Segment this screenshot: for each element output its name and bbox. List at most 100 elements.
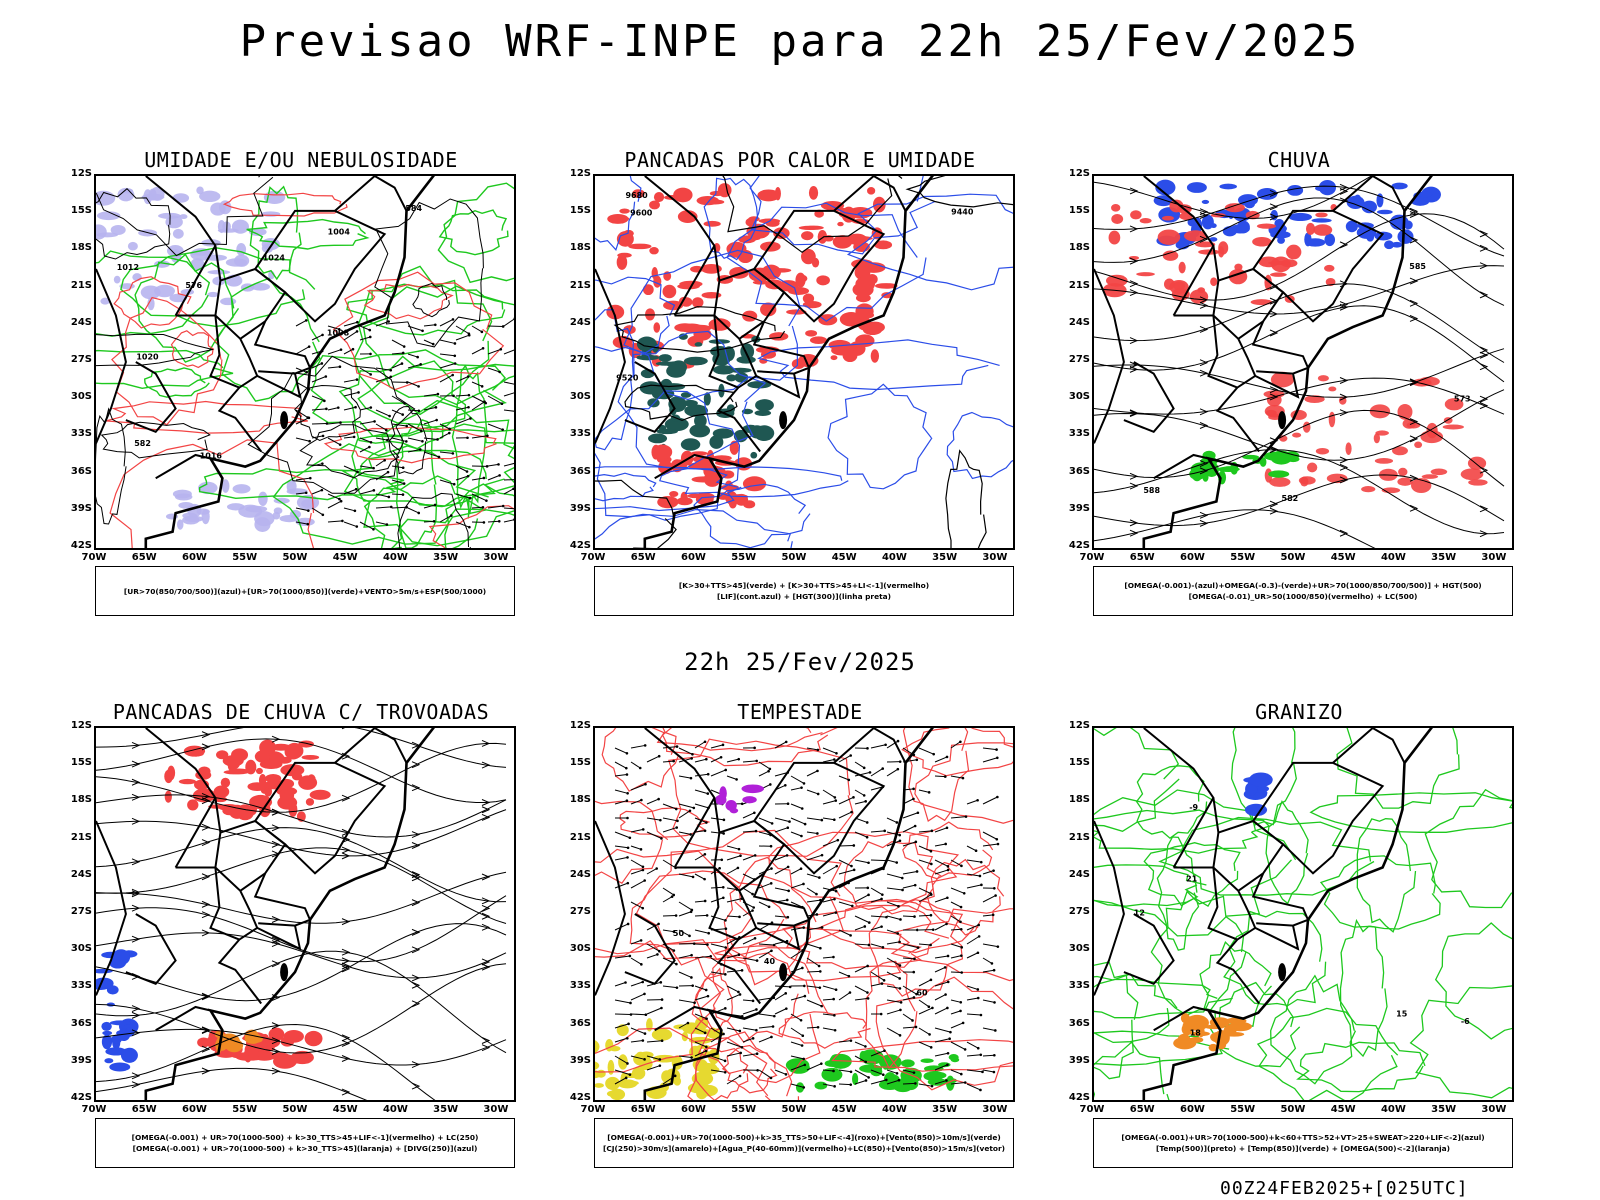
lat-tick-label: 24S bbox=[70, 316, 92, 328]
omega-red-field bbox=[1398, 467, 1408, 477]
wind-vector-head bbox=[693, 1001, 696, 1004]
wind-vector bbox=[662, 887, 675, 896]
wind-vector-head bbox=[657, 754, 661, 758]
instability-green-field bbox=[680, 392, 692, 398]
lon-tick-label: 40W bbox=[1380, 552, 1406, 563]
wind-vector bbox=[806, 985, 820, 989]
streamline-arrow bbox=[1199, 359, 1209, 367]
humidity-1000-contour bbox=[310, 349, 507, 438]
wind-vector-head bbox=[721, 743, 725, 747]
wind-vector bbox=[295, 521, 308, 525]
wind-vector bbox=[327, 422, 341, 425]
omega-red-field bbox=[1136, 272, 1155, 277]
precipitable-water-contour bbox=[668, 738, 854, 857]
wind-vector-head bbox=[707, 931, 710, 935]
wind-vector-head bbox=[305, 370, 308, 374]
wind-vector-head bbox=[864, 1045, 867, 1048]
wind-vector-head bbox=[643, 992, 646, 996]
wind-vector bbox=[758, 831, 771, 836]
wind-vector-head bbox=[866, 886, 870, 890]
wind850-green-field bbox=[943, 1077, 957, 1084]
wind-vector bbox=[710, 831, 724, 834]
wind-vector-head bbox=[431, 342, 435, 346]
wind-vector-head bbox=[658, 1064, 662, 1067]
wind-vector bbox=[918, 747, 934, 755]
wind-vector bbox=[758, 1036, 772, 1043]
jet-yellow-field bbox=[646, 1018, 653, 1032]
lif-contour bbox=[595, 508, 793, 548]
contour-label: -9 bbox=[1189, 803, 1198, 812]
lat-tick-label: 21S bbox=[569, 831, 591, 843]
state-border bbox=[155, 453, 211, 480]
wind-vector bbox=[391, 339, 405, 347]
wind-vector-head bbox=[692, 942, 696, 945]
lat-tick-label: 39S bbox=[569, 1054, 591, 1066]
legend-line: [CJ(250)>30m/s](amarelo)+[Agua_P(40-60mm… bbox=[603, 1144, 1005, 1153]
omega-red-field bbox=[1169, 279, 1189, 295]
streamline-arrow bbox=[1269, 329, 1279, 337]
wind-vector-head bbox=[833, 897, 836, 901]
wind-vector bbox=[678, 775, 692, 779]
wind-vector-head bbox=[705, 1045, 708, 1049]
wind-vector bbox=[694, 955, 711, 959]
wind-vector-head bbox=[849, 1039, 853, 1042]
wind-vector-head bbox=[770, 867, 773, 870]
streamline-arrow bbox=[131, 858, 141, 866]
wind-vector bbox=[295, 319, 307, 327]
streamline-arrow bbox=[271, 808, 281, 816]
lat-tick-label: 15S bbox=[1068, 205, 1090, 217]
wind-vector-head bbox=[338, 497, 341, 501]
lat-tick-label: 30S bbox=[569, 943, 591, 955]
wind-vector-head bbox=[930, 1084, 934, 1088]
instability-red-field bbox=[881, 292, 893, 299]
instability-red-field bbox=[801, 231, 814, 241]
wind-vector bbox=[838, 811, 852, 819]
lc250-streamline bbox=[96, 963, 507, 1054]
wind-vector-head bbox=[686, 1021, 690, 1025]
lon-tick-label: 45W bbox=[831, 552, 857, 563]
streamline-arrow bbox=[1479, 244, 1489, 252]
omega-red-field bbox=[1234, 263, 1243, 271]
wind-vector-head bbox=[964, 815, 968, 818]
panel-legend: [OMEGA(-0.001)+UR>70(1000-500)+k>35_TTS>… bbox=[594, 1118, 1014, 1168]
humidity-850-field bbox=[147, 297, 155, 311]
streamline-arrow bbox=[201, 873, 211, 881]
lon-tick-label: 35W bbox=[932, 1104, 958, 1115]
wind-vector-head bbox=[676, 819, 679, 823]
wind-vector-head bbox=[401, 351, 405, 355]
omega-red-field bbox=[1304, 395, 1325, 403]
lat-tick-label: 27S bbox=[569, 354, 591, 365]
wind-vector-head bbox=[913, 915, 916, 918]
wind-vector bbox=[870, 915, 887, 918]
wind-vector-head bbox=[372, 489, 376, 492]
wind-vector-head bbox=[915, 758, 919, 762]
wind-vector-head bbox=[864, 1060, 868, 1064]
streamline-arrow bbox=[1339, 529, 1349, 537]
wind-vector-head bbox=[867, 921, 871, 924]
wind-vector bbox=[838, 1040, 851, 1043]
omega-red-field bbox=[1157, 229, 1181, 245]
wind-vector-head bbox=[931, 1006, 934, 1010]
wind-vector bbox=[630, 939, 642, 945]
instability-red-field bbox=[734, 493, 749, 506]
wind850-green-field bbox=[785, 1058, 810, 1072]
instability-red-field bbox=[795, 272, 806, 288]
wind-vector-head bbox=[800, 786, 803, 789]
wind-vector-head bbox=[469, 417, 472, 420]
wind-vector-head bbox=[945, 826, 949, 830]
wind-vector bbox=[646, 923, 659, 931]
wind-vector-head bbox=[994, 1029, 997, 1032]
lat-tick-label: 12S bbox=[569, 720, 591, 731]
streamline-arrow bbox=[1339, 456, 1349, 464]
wind-vector bbox=[327, 366, 340, 369]
wind-vector-head bbox=[959, 905, 963, 909]
wind-vector-head bbox=[820, 1062, 823, 1065]
wind-vector-head bbox=[723, 1070, 727, 1074]
omega-green-field bbox=[1268, 470, 1290, 478]
state-border bbox=[253, 872, 312, 927]
wind-vector bbox=[630, 783, 646, 791]
streamline-arrow bbox=[1409, 299, 1419, 307]
humidity-850-field bbox=[233, 254, 250, 267]
precipitable-water-contour bbox=[595, 940, 725, 1073]
